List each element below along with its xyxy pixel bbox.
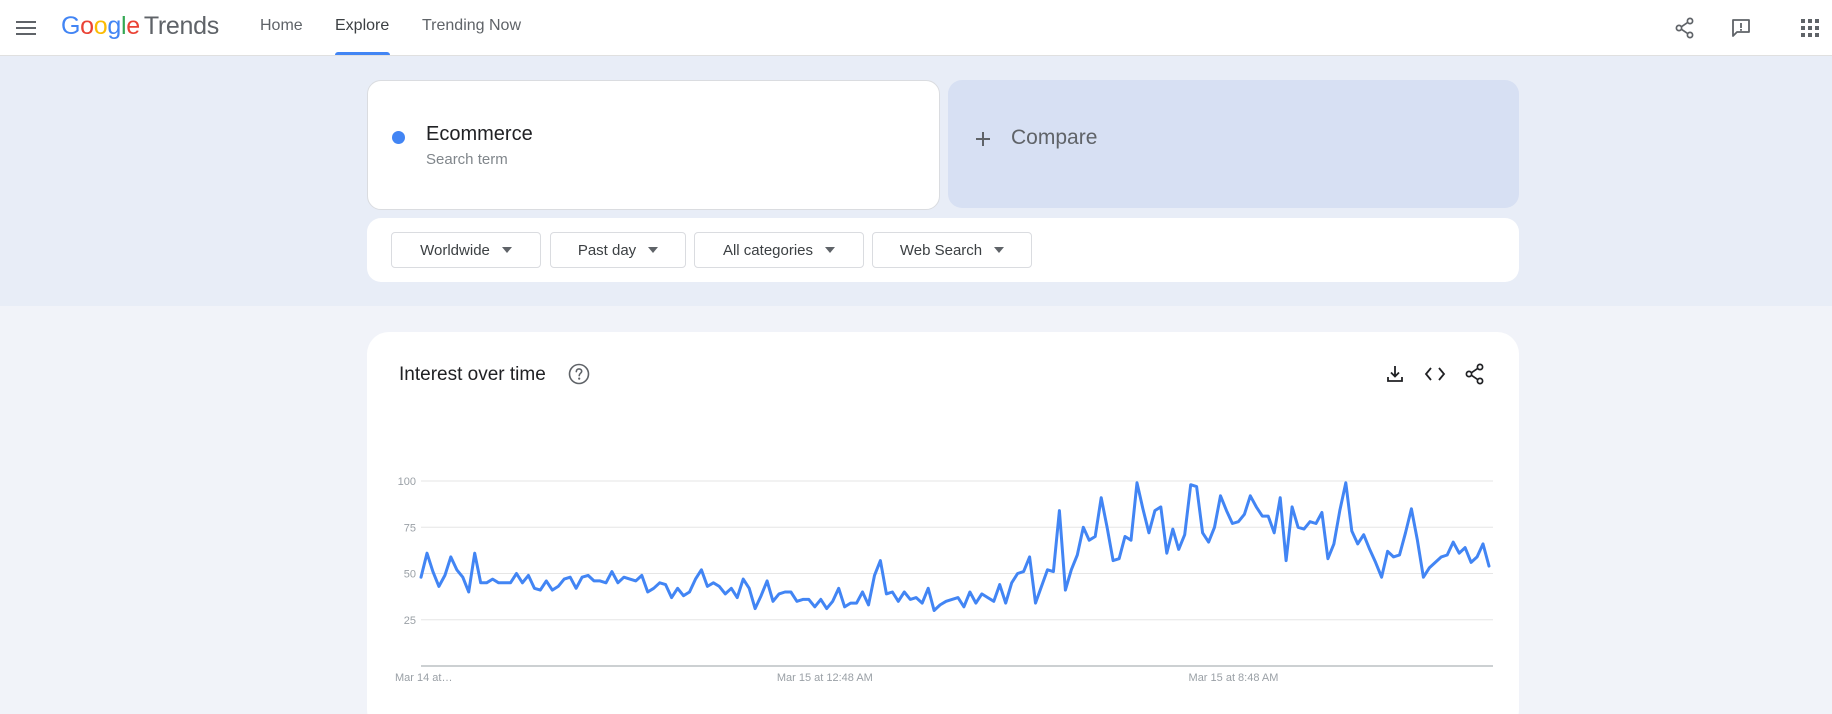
dropdown-arrow-icon (994, 247, 1005, 253)
plus-icon (976, 132, 990, 146)
y-tick-label: 50 (404, 569, 416, 581)
search-term-type: Search term (426, 151, 508, 168)
time-range-value: Past day (577, 241, 637, 259)
embed-button[interactable] (1421, 360, 1449, 388)
active-tab-indicator (335, 52, 390, 55)
y-tick-label: 100 (398, 476, 416, 488)
chart-title: Interest over time (399, 364, 546, 385)
compare-label: Compare (1011, 126, 1098, 149)
y-tick-label: 75 (404, 522, 416, 534)
search-term-title: Ecommerce (426, 123, 533, 145)
top-app-bar: Google Trends Home Explore Trending Now (0, 0, 1832, 56)
share-icon (1675, 17, 1694, 39)
category-value: All categories (722, 241, 814, 259)
search-term-card[interactable]: Ecommerce Search term (367, 80, 940, 210)
main-menu-button[interactable] (10, 12, 42, 44)
share-button[interactable] (1669, 12, 1701, 44)
y-tick-label: 25 (404, 615, 416, 627)
dropdown-arrow-icon (501, 247, 512, 253)
embed-code-icon (1424, 367, 1446, 381)
dropdown-arrow-icon (648, 247, 659, 253)
apps-grid-icon (1801, 19, 1819, 37)
feedback-button[interactable] (1725, 12, 1757, 44)
series-line-ecommerce[interactable] (419, 481, 1491, 612)
share-icon (1465, 363, 1484, 385)
interest-over-time-card: Interest over time 25 50 75 100 Mar 14 at… Ma… (367, 332, 1519, 714)
share-chart-button[interactable] (1461, 360, 1489, 388)
x-tick-label: Mar 14 at… (395, 672, 452, 684)
time-range-dropdown[interactable]: Past day (550, 232, 686, 268)
download-icon (1387, 366, 1403, 382)
help-icon[interactable] (567, 362, 591, 386)
category-dropdown[interactable]: All categories (694, 232, 864, 268)
search-property-value: Web Search (899, 241, 983, 259)
download-csv-button[interactable] (1381, 360, 1409, 388)
term-color-dot (392, 131, 405, 144)
hamburger-menu-icon (16, 21, 36, 35)
tab-home[interactable]: Home (260, 17, 303, 34)
feedback-icon (1732, 19, 1750, 37)
x-tick-label: Mar 15 at 8:48 AM (1189, 672, 1279, 684)
filter-bar: Worldwide Past day All categories Web Se… (367, 218, 1519, 282)
google-apps-button[interactable] (1794, 12, 1826, 44)
dropdown-arrow-icon (825, 247, 836, 253)
interest-over-time-chart: 25 50 75 100 Mar 14 at… Mar 15 at 12:48 AM Mar… (395, 476, 1493, 684)
google-trends-logo[interactable]: Google Trends (61, 12, 219, 40)
x-tick-label: Mar 15 at 12:48 AM (777, 672, 873, 684)
search-property-dropdown[interactable]: Web Search (872, 232, 1032, 268)
tab-trending-now[interactable]: Trending Now (422, 17, 522, 34)
tab-explore[interactable]: Explore (335, 17, 390, 34)
compare-button[interactable]: Compare (948, 80, 1519, 208)
region-value: Worldwide (420, 241, 490, 259)
region-dropdown[interactable]: Worldwide (391, 232, 541, 268)
